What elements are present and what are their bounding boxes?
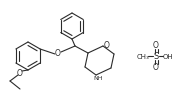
Text: O: O (153, 63, 159, 72)
Text: O: O (17, 69, 23, 78)
Text: CH₃: CH₃ (137, 54, 149, 59)
Text: O: O (55, 49, 61, 58)
Text: OH: OH (163, 54, 173, 59)
Text: O: O (104, 41, 110, 50)
Text: S: S (153, 52, 159, 61)
Text: O: O (153, 41, 159, 50)
Text: NH: NH (93, 76, 103, 81)
